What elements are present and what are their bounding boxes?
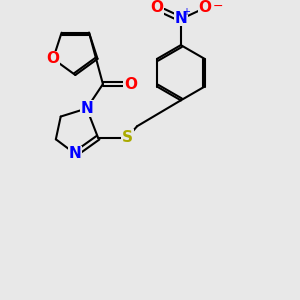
Text: O: O xyxy=(150,0,163,15)
Text: N: N xyxy=(69,146,82,161)
Text: +: + xyxy=(182,7,190,17)
Text: N: N xyxy=(175,11,187,26)
Text: N: N xyxy=(80,101,93,116)
Text: −: − xyxy=(213,0,224,13)
Text: O: O xyxy=(124,76,137,92)
Text: O: O xyxy=(46,51,60,66)
Text: O: O xyxy=(199,0,212,15)
Text: S: S xyxy=(122,130,133,145)
